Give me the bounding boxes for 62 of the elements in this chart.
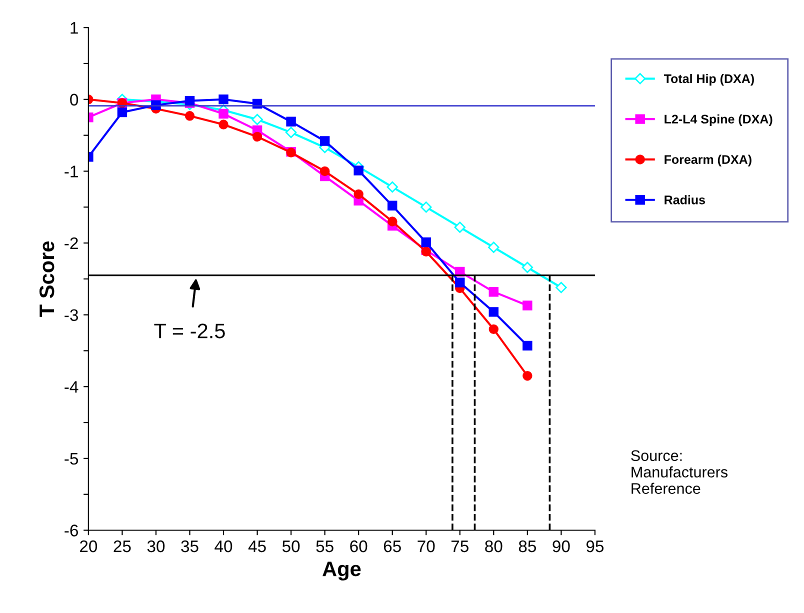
y-tick-label: 1 bbox=[70, 22, 78, 34]
y-tick-label: -3 bbox=[64, 309, 78, 322]
point bbox=[522, 300, 532, 310]
point bbox=[354, 189, 364, 200]
point bbox=[252, 114, 263, 126]
point bbox=[522, 340, 532, 351]
y-tick-label: -6 bbox=[64, 524, 78, 536]
point bbox=[117, 107, 128, 118]
point bbox=[455, 278, 465, 288]
ref-line-label: T = -2.5 bbox=[154, 324, 225, 338]
legend-label: Total Hip (DXA) bbox=[664, 74, 754, 86]
y-tick-label: -2 bbox=[64, 237, 78, 250]
point bbox=[218, 120, 228, 130]
x-tick-label: 30 bbox=[147, 540, 165, 552]
x-tick-label: 25 bbox=[114, 540, 131, 552]
point bbox=[218, 108, 228, 119]
x-tick-label: 90 bbox=[552, 540, 570, 552]
x-tick-label: 85 bbox=[518, 540, 536, 552]
x-tick-label: 40 bbox=[214, 540, 232, 552]
point bbox=[354, 166, 364, 176]
y-tick-label: -1 bbox=[64, 166, 78, 178]
point bbox=[420, 202, 432, 213]
point bbox=[488, 307, 499, 317]
point bbox=[184, 111, 195, 121]
point bbox=[421, 237, 431, 248]
point bbox=[454, 222, 466, 233]
legend-label: L2-L4 Spine (DXA) bbox=[664, 114, 772, 126]
legend-label: Radius bbox=[664, 195, 706, 204]
x-axis-title: Age bbox=[322, 562, 361, 580]
point bbox=[320, 136, 330, 146]
x-tick-label: 20 bbox=[80, 540, 98, 552]
point bbox=[522, 370, 532, 381]
x-tick-label: 55 bbox=[316, 540, 334, 552]
x-tick-label: 80 bbox=[485, 540, 502, 552]
point bbox=[387, 216, 398, 226]
point bbox=[286, 116, 296, 127]
y-tick-label: -4 bbox=[64, 381, 78, 393]
y-tick-label: -5 bbox=[64, 453, 78, 465]
point bbox=[386, 181, 398, 193]
point bbox=[285, 126, 297, 138]
x-tick-label: 70 bbox=[418, 540, 435, 552]
point bbox=[522, 262, 534, 274]
point bbox=[488, 286, 499, 297]
y-tick-label: 0 bbox=[70, 94, 78, 106]
point bbox=[556, 282, 567, 294]
point bbox=[387, 200, 398, 211]
point bbox=[252, 132, 262, 142]
x-tick-label: 75 bbox=[451, 540, 468, 552]
point bbox=[184, 96, 195, 106]
x-tick-label: 35 bbox=[181, 540, 198, 552]
x-tick-label: 95 bbox=[586, 540, 604, 552]
source-note: Source: Manufacturers Reference bbox=[631, 450, 728, 494]
point bbox=[488, 242, 500, 253]
x-tick-label: 60 bbox=[350, 540, 368, 552]
point bbox=[488, 324, 499, 334]
x-tick-label: 65 bbox=[384, 540, 401, 552]
x-tick-label: 45 bbox=[248, 540, 266, 552]
point bbox=[218, 94, 228, 104]
x-tick-label: 50 bbox=[282, 540, 300, 552]
point bbox=[320, 166, 330, 176]
y-axis-title: T Score bbox=[39, 241, 54, 317]
legend-label: Forearm (DXA) bbox=[664, 154, 752, 166]
